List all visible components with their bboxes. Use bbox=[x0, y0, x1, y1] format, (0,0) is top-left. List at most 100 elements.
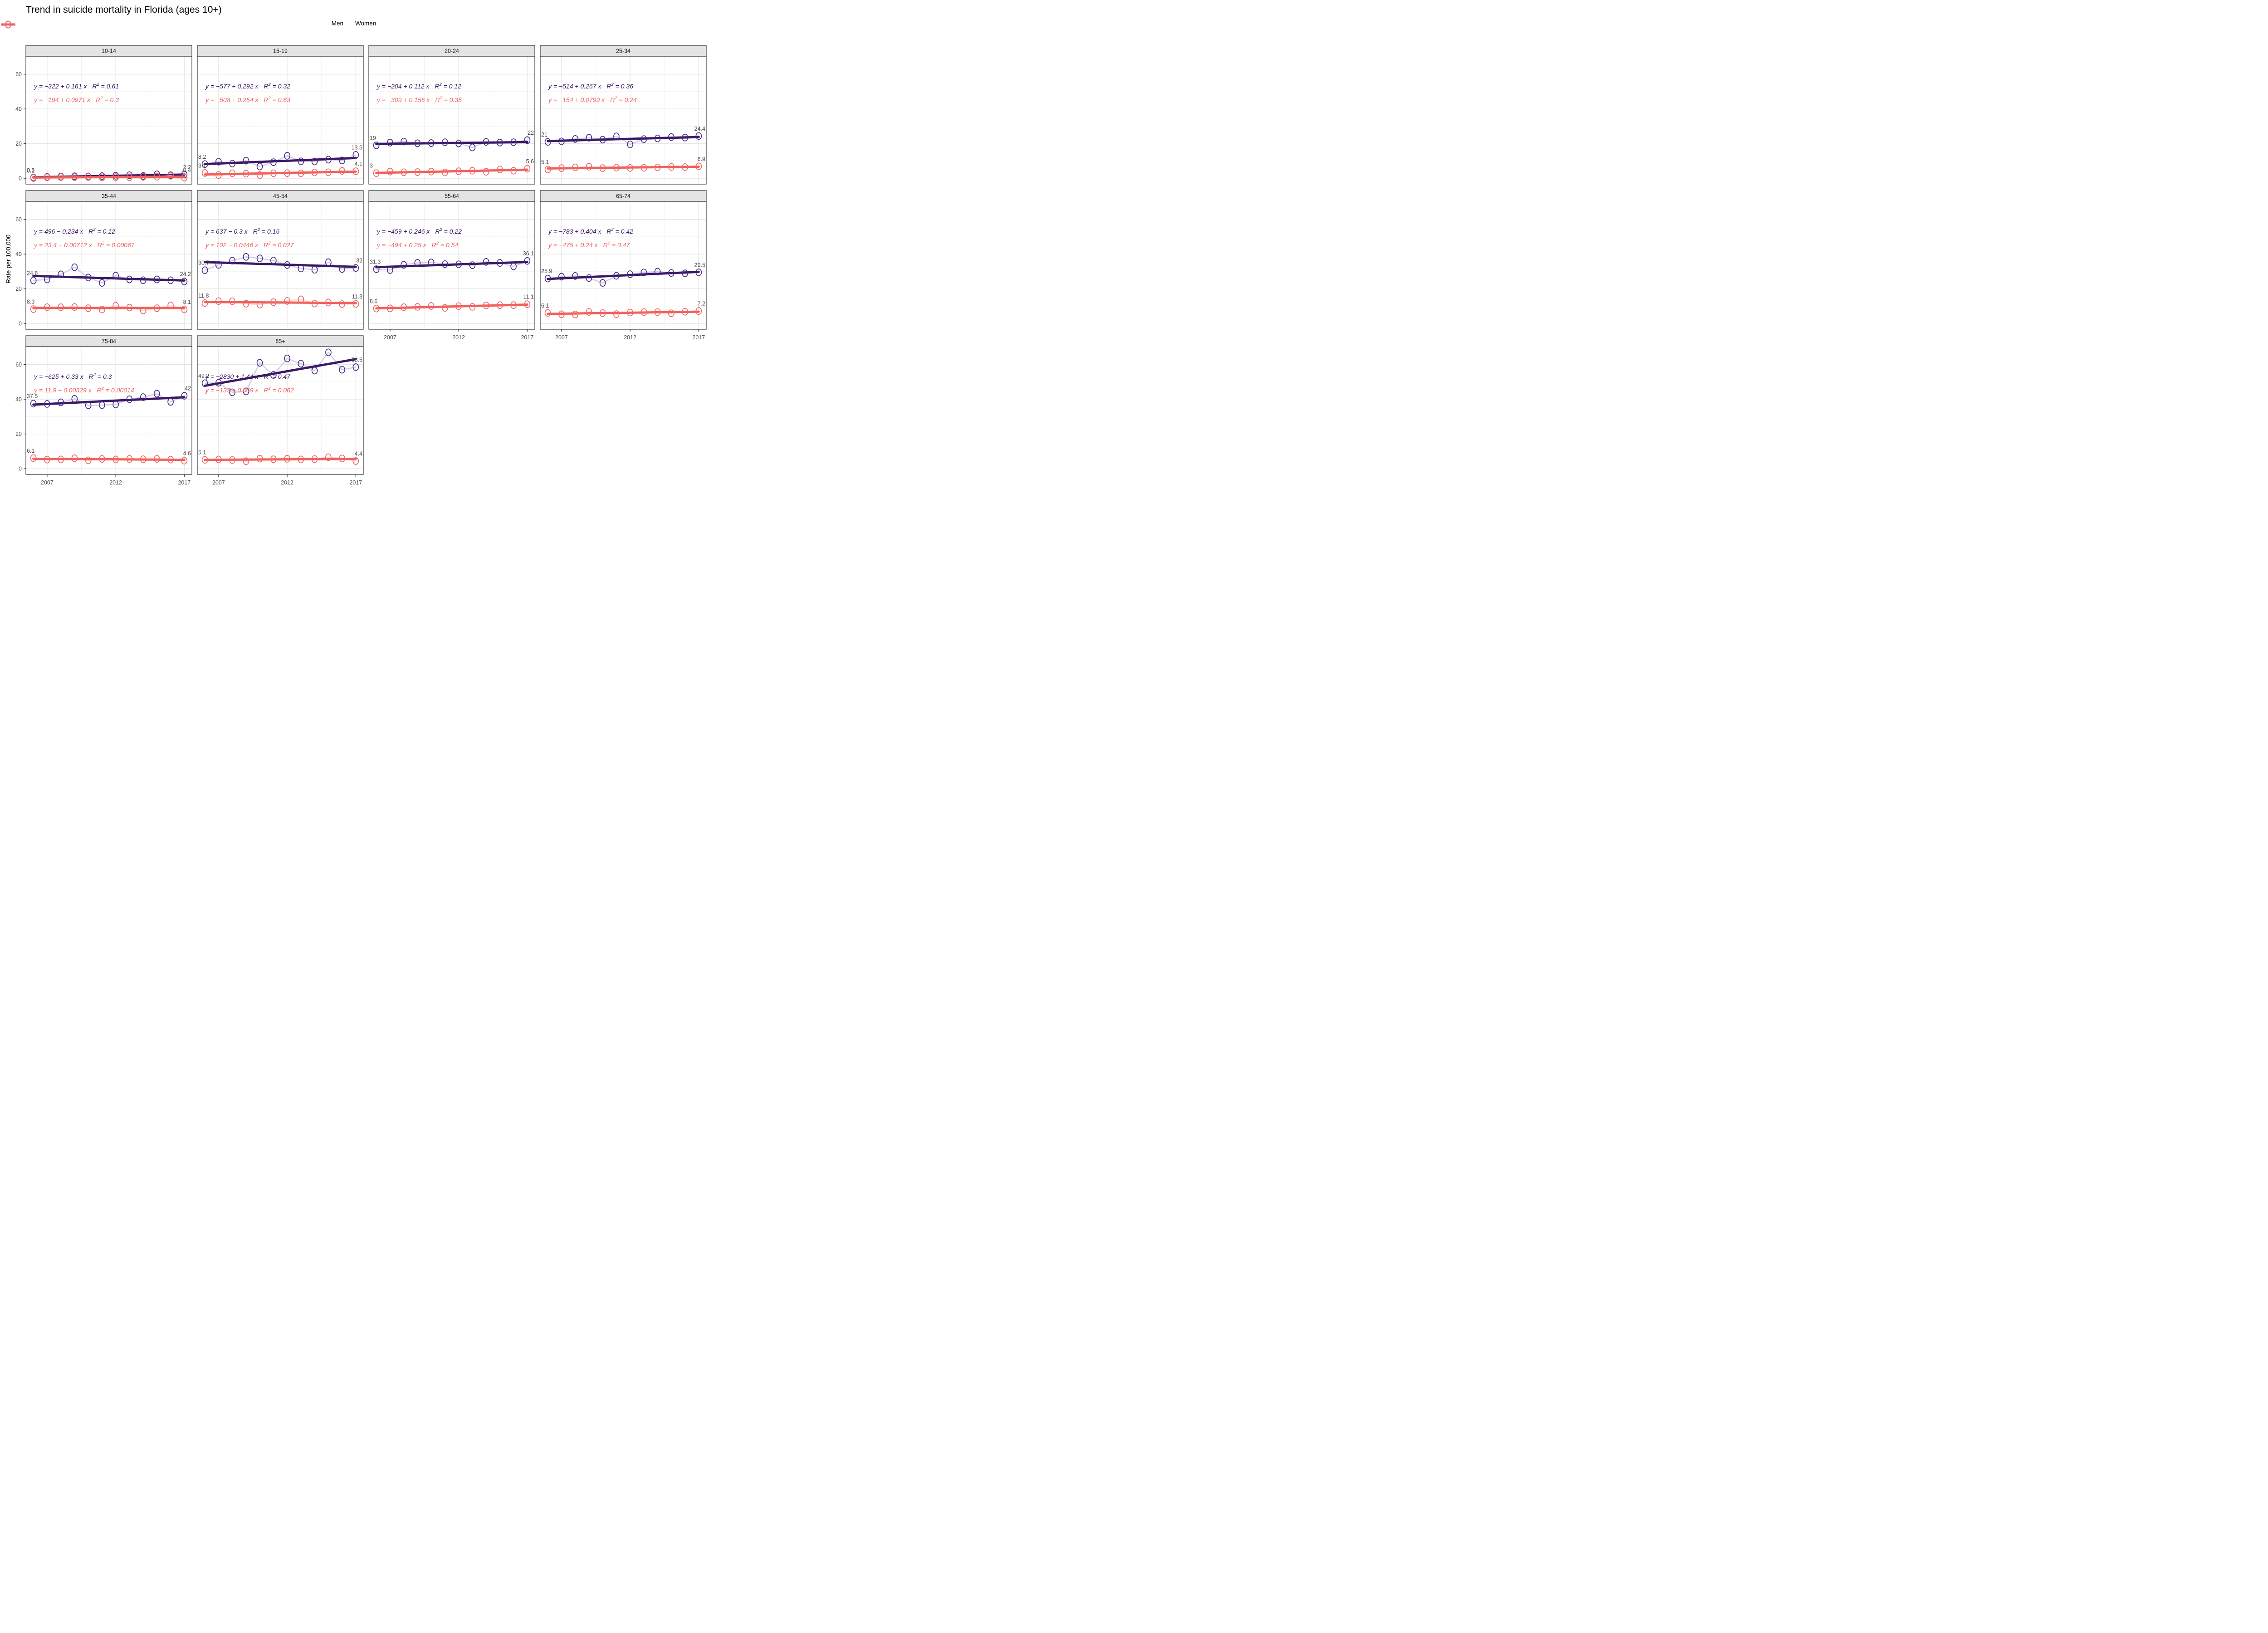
women-last-value-label: 8.1 bbox=[183, 299, 191, 305]
men-point bbox=[469, 143, 476, 152]
women-point bbox=[58, 173, 64, 181]
women-point bbox=[71, 454, 78, 462]
facet-panel-45-54: 30.7 32 11.8 11.3 y = 637 − 0.3 x R2 = 0.16 y … bbox=[197, 190, 364, 330]
y-tick-label: 60 bbox=[15, 216, 22, 223]
men-point bbox=[167, 276, 174, 284]
women-last-value-label: 7.2 bbox=[698, 301, 705, 307]
women-equation-label: y = −194 + 0.0971 x R2 = 0.3 bbox=[34, 96, 119, 103]
plot-area bbox=[540, 201, 706, 329]
men-point bbox=[442, 260, 448, 268]
men-point bbox=[270, 371, 277, 379]
men-trend-line bbox=[204, 156, 357, 166]
women-point bbox=[85, 456, 92, 464]
women-point bbox=[243, 300, 249, 308]
men-point bbox=[243, 387, 249, 396]
men-point bbox=[243, 253, 249, 261]
men-equation-label: y = −322 + 0.161 x R2 = 0.61 bbox=[34, 82, 119, 90]
women-point bbox=[215, 455, 222, 464]
men-equation-label: y = 496 − 0.234 x R2 = 0.12 bbox=[34, 227, 115, 235]
x-tick-label: 2017 bbox=[349, 479, 362, 486]
women-point bbox=[256, 455, 263, 463]
women-point bbox=[455, 302, 462, 310]
men-point bbox=[387, 139, 393, 147]
men-point bbox=[599, 136, 606, 144]
men-point bbox=[483, 138, 489, 146]
facet-panel-55-64: 31.3 36.1 8.6 11.1 y = −459 + 0.246 x R2 = 0.… bbox=[368, 190, 535, 341]
women-last-value-label: 5.6 bbox=[526, 158, 534, 165]
women-point bbox=[99, 173, 105, 181]
figure: Trend in suicide mortality in Florida (a… bbox=[0, 0, 708, 490]
facet-strip-label: 15-19 bbox=[273, 48, 288, 54]
women-point bbox=[544, 166, 551, 174]
men-point bbox=[229, 388, 235, 396]
facet-strip bbox=[197, 335, 364, 347]
men-point bbox=[414, 259, 421, 267]
women-point bbox=[599, 164, 606, 172]
facet-panel-35-44: 24.8 24.2 8.3 8.1 y = 496 − 0.234 x R2 = 0.12… bbox=[15, 190, 192, 330]
women-point bbox=[325, 298, 332, 307]
men-point bbox=[497, 259, 503, 267]
facet-panel-85+: 49.2 58.5 5.1 4.4 y = −2830 + 1.44 x R2 = 0.4… bbox=[197, 335, 364, 486]
women-point bbox=[339, 167, 345, 175]
men-point bbox=[586, 134, 592, 142]
men-point bbox=[352, 363, 359, 371]
women-point bbox=[339, 455, 345, 462]
women-point bbox=[126, 455, 133, 463]
women-point bbox=[58, 455, 64, 464]
women-point bbox=[140, 173, 147, 181]
women-point bbox=[44, 173, 50, 181]
men-point bbox=[126, 275, 133, 284]
men-point bbox=[201, 160, 208, 168]
women-point bbox=[112, 173, 119, 181]
men-point bbox=[613, 272, 620, 280]
women-point bbox=[215, 171, 222, 179]
men-point bbox=[181, 392, 188, 400]
women-equation-label: y = 102 − 0.0446 x R2 = 0.027 bbox=[205, 241, 294, 249]
women-equation-label: y = −133 + 0.069 x R2 = 0.062 bbox=[205, 386, 294, 394]
facet-strip bbox=[368, 45, 535, 57]
x-tick-label: 2012 bbox=[109, 479, 122, 486]
men-point bbox=[428, 259, 435, 266]
men-point bbox=[30, 276, 37, 284]
men-point bbox=[243, 156, 249, 165]
men-first-value-label: 8.2 bbox=[198, 154, 206, 160]
men-point bbox=[442, 138, 448, 146]
men-point bbox=[558, 273, 565, 281]
page-title: Trend in suicide mortality in Florida (a… bbox=[26, 5, 222, 15]
men-point bbox=[270, 158, 277, 166]
women-point bbox=[414, 168, 421, 176]
women-point bbox=[181, 457, 188, 464]
faceted-line-chart: 0.5 2.2 0.2 0.4 y = −322 + 0.161 x R2 = 0.61 y… bbox=[15, 45, 707, 486]
women-point bbox=[201, 169, 208, 177]
women-point bbox=[401, 303, 407, 311]
men-point bbox=[668, 269, 675, 277]
men-last-value-label: 24.4 bbox=[694, 126, 705, 132]
men-point bbox=[524, 257, 531, 265]
women-point bbox=[201, 456, 208, 464]
men-first-value-label: 21 bbox=[541, 132, 547, 138]
men-point bbox=[586, 274, 592, 282]
women-point bbox=[270, 169, 277, 177]
women-point bbox=[339, 300, 345, 308]
women-equation-label: y = −494 + 0.25 x R2 = 0.54 bbox=[376, 241, 458, 249]
men-point bbox=[325, 156, 332, 164]
women-point bbox=[140, 307, 147, 314]
men-point bbox=[497, 139, 503, 147]
men-point bbox=[112, 272, 119, 279]
women-point bbox=[298, 455, 304, 464]
men-point bbox=[126, 171, 133, 179]
women-point bbox=[586, 163, 592, 171]
facet-strip-label: 45-54 bbox=[273, 193, 288, 200]
men-point bbox=[654, 134, 661, 142]
men-point bbox=[181, 171, 188, 179]
women-trend-line bbox=[204, 458, 357, 461]
men-point bbox=[229, 160, 235, 168]
women-point bbox=[181, 305, 188, 313]
men-point bbox=[229, 257, 235, 265]
women-point bbox=[497, 166, 503, 174]
women-point bbox=[71, 173, 78, 181]
women-point bbox=[270, 455, 277, 463]
women-point bbox=[352, 300, 359, 308]
women-point bbox=[455, 167, 462, 175]
men-first-value-label: 25.9 bbox=[541, 268, 552, 274]
